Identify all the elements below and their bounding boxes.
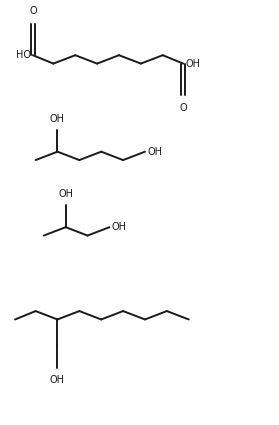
Text: HO: HO bbox=[16, 50, 31, 60]
Text: O: O bbox=[29, 6, 37, 16]
Text: OH: OH bbox=[112, 222, 127, 232]
Text: OH: OH bbox=[50, 375, 65, 385]
Text: OH: OH bbox=[147, 147, 162, 157]
Text: OH: OH bbox=[186, 59, 200, 68]
Text: OH: OH bbox=[58, 189, 73, 199]
Text: O: O bbox=[179, 102, 187, 113]
Text: OH: OH bbox=[50, 113, 65, 124]
